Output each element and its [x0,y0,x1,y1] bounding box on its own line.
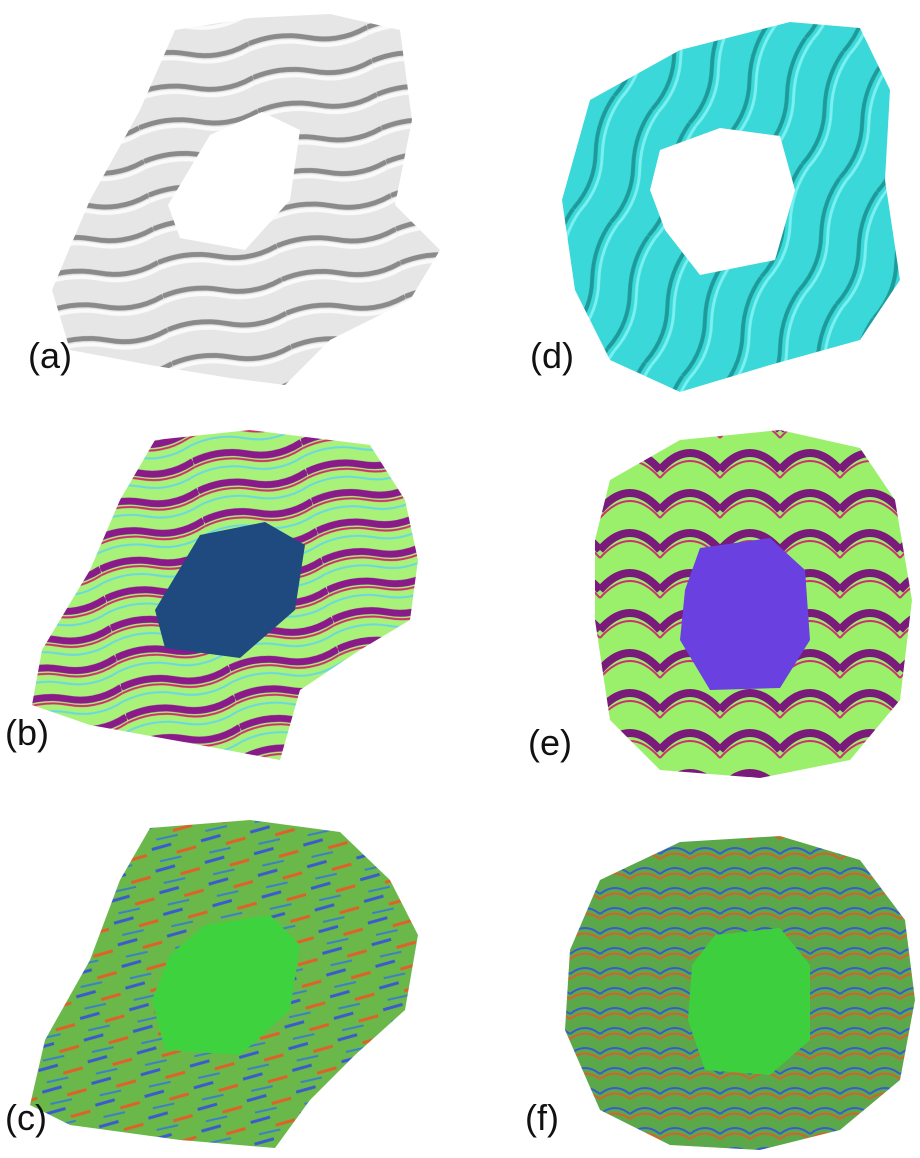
surface-a [52,14,440,385]
hole-f [688,928,810,1075]
figure: (a) (b) (c) (d) (e) (f) [0,0,920,1158]
panel-label: (d) [530,335,574,376]
panel-label: (a) [28,335,72,376]
page: (a) (b) (c) (d) (e) (f) (() => { const d… [0,0,920,1158]
hole-e [680,538,810,690]
panel-label: (e) [528,722,572,763]
panel-label: (f) [525,1097,559,1138]
surface-d [562,22,900,392]
panel-label: (b) [5,712,49,753]
panel-label: (c) [5,1097,47,1138]
